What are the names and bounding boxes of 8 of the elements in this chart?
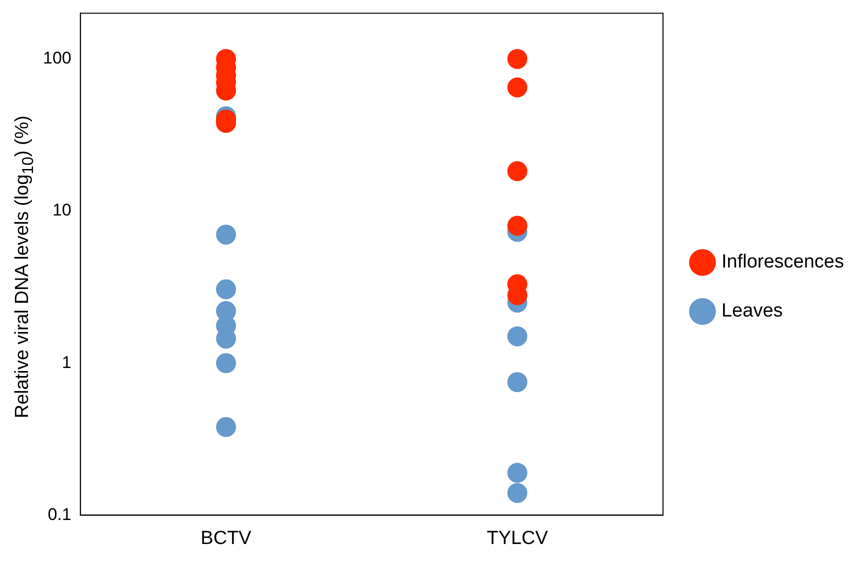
y-tick-label: 0.1 bbox=[48, 504, 72, 524]
legend-label: Inflorescences bbox=[721, 252, 844, 273]
x-tick-label: TYLCV bbox=[486, 528, 548, 549]
y-tick-label: 100 bbox=[42, 48, 72, 68]
y-tick-label: 10 bbox=[52, 200, 72, 220]
x-tick-label: BCTV bbox=[200, 528, 252, 549]
y-tick-label: 1 bbox=[62, 352, 72, 372]
legend-label: Leaves bbox=[721, 300, 783, 322]
